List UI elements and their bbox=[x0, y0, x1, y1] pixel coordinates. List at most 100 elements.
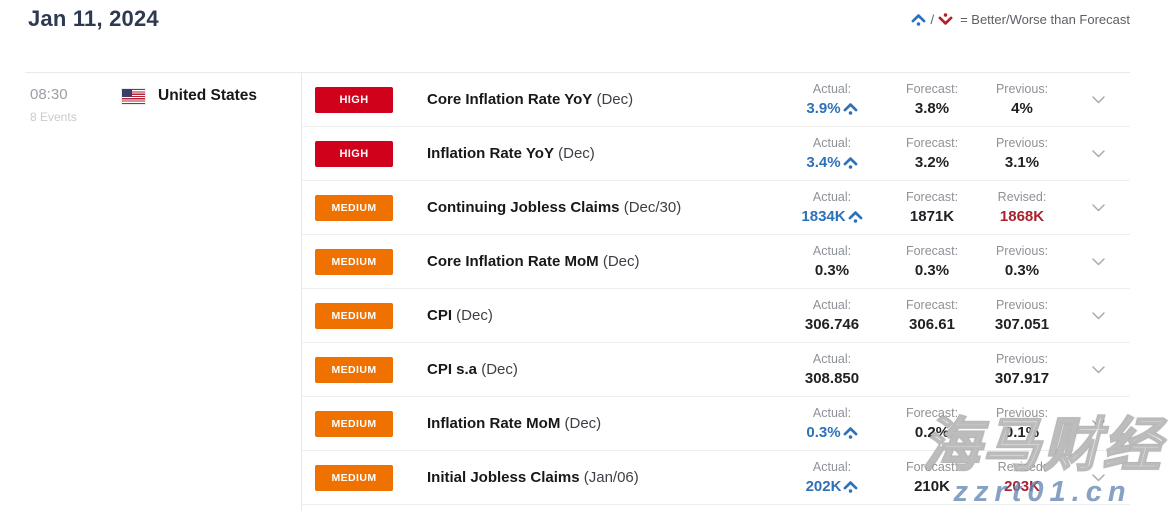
forecast-label bbox=[887, 352, 977, 366]
previous-value: 0.1% bbox=[1004, 423, 1040, 441]
forecast-value-cell: Forecast: 3.8% bbox=[887, 82, 977, 117]
better-than-forecast-icon bbox=[843, 426, 858, 439]
legend-text: = Better/Worse than Forecast bbox=[960, 12, 1130, 27]
actual-value-cell: Actual: 3.9% bbox=[777, 82, 887, 117]
forecast-value-cell: Forecast: 3.2% bbox=[887, 136, 977, 171]
previous-label: Previous: bbox=[995, 244, 1049, 258]
event-period: (Dec) bbox=[598, 253, 640, 270]
forecast-value: 1871K bbox=[909, 207, 955, 225]
forecast-label: Forecast: bbox=[905, 460, 959, 474]
previous-label: Previous: bbox=[995, 352, 1049, 366]
legend: / = Better/Worse than Forecast bbox=[911, 12, 1130, 27]
event-row[interactable]: HIGH Inflation Rate YoY (Dec) Actual: 3.4% F… bbox=[302, 127, 1130, 181]
actual-value-cell: Actual: 306.746 bbox=[777, 298, 887, 333]
event-row[interactable]: MEDIUM Continuing Jobless Claims (Dec/30)… bbox=[302, 181, 1130, 235]
impact-badge: MEDIUM bbox=[315, 248, 393, 275]
forecast-value-cell: Forecast: 0.2% bbox=[887, 406, 977, 441]
actual-value-cell: Actual: 0.3% bbox=[777, 406, 887, 441]
previous-value-cell: Revised: 203K bbox=[977, 460, 1067, 495]
chevron-down-icon[interactable] bbox=[1067, 311, 1130, 320]
event-name[interactable]: Inflation Rate MoM (Dec) bbox=[427, 415, 777, 432]
country[interactable]: United States bbox=[122, 87, 257, 105]
impact-badge: MEDIUM bbox=[315, 356, 393, 383]
event-row[interactable]: MEDIUM Core Inflation Rate MoM (Dec) Actua… bbox=[302, 235, 1130, 289]
event-period: (Dec) bbox=[477, 361, 518, 378]
forecast-value-cell bbox=[887, 352, 977, 387]
chevron-down-icon[interactable] bbox=[1067, 95, 1130, 104]
impact-badge: MEDIUM bbox=[315, 464, 393, 491]
previous-label: Revised: bbox=[997, 460, 1047, 474]
actual-label: Actual: bbox=[812, 406, 852, 420]
forecast-value: 3.8% bbox=[914, 99, 950, 117]
forecast-value: 0.2% bbox=[914, 423, 950, 441]
event-name[interactable]: Initial Jobless Claims (Jan/06) bbox=[427, 469, 777, 486]
previous-value-cell: Previous: 307.917 bbox=[977, 352, 1067, 387]
actual-label: Actual: bbox=[812, 460, 852, 474]
actual-value: 0.3% bbox=[814, 261, 850, 279]
economic-calendar-table: 08:30 8 Events United States HIGH Core In… bbox=[25, 72, 1130, 511]
actual-value: 308.850 bbox=[804, 369, 860, 387]
forecast-label: Forecast: bbox=[905, 298, 959, 312]
previous-value-cell: Revised: 1868K bbox=[977, 190, 1067, 225]
event-row[interactable]: MEDIUM CPI s.a (Dec) Actual: 308.850 Previou… bbox=[302, 343, 1130, 397]
event-title: Core Inflation Rate MoM bbox=[427, 253, 599, 270]
actual-label: Actual: bbox=[812, 82, 852, 96]
event-title: Initial Jobless Claims bbox=[427, 469, 580, 486]
impact-badge: MEDIUM bbox=[315, 410, 393, 437]
time-country-cell: 08:30 8 Events United States bbox=[25, 73, 302, 511]
impact-badge: MEDIUM bbox=[315, 194, 393, 221]
previous-value: 3.1% bbox=[1004, 153, 1040, 171]
actual-label: Actual: bbox=[812, 298, 852, 312]
previous-label: Revised: bbox=[997, 190, 1047, 204]
previous-value-cell: Previous: 3.1% bbox=[977, 136, 1067, 171]
forecast-value-cell: Forecast: 210K bbox=[887, 460, 977, 495]
better-than-forecast-icon bbox=[843, 102, 858, 115]
actual-value: 0.3% bbox=[777, 423, 887, 441]
event-time: 08:30 bbox=[30, 86, 68, 103]
chevron-down-icon[interactable] bbox=[1067, 149, 1130, 158]
previous-value: 1868K bbox=[999, 207, 1045, 225]
event-period: (Dec) bbox=[592, 91, 634, 108]
event-name[interactable]: CPI (Dec) bbox=[427, 307, 777, 324]
impact-badge: HIGH bbox=[315, 140, 393, 167]
event-row[interactable]: MEDIUM Inflation Rate MoM (Dec) Actual: 0.3… bbox=[302, 397, 1130, 451]
chevron-down-icon[interactable] bbox=[1067, 203, 1130, 212]
event-period: (Dec) bbox=[560, 415, 602, 432]
event-period: (Jan/06) bbox=[579, 469, 639, 486]
actual-value-cell: Actual: 1834K bbox=[777, 190, 887, 225]
chevron-down-icon[interactable] bbox=[1067, 365, 1130, 374]
event-title: CPI s.a bbox=[427, 361, 478, 378]
forecast-value: 3.2% bbox=[914, 153, 950, 171]
event-name[interactable]: Inflation Rate YoY (Dec) bbox=[427, 145, 777, 162]
event-name[interactable]: Continuing Jobless Claims (Dec/30) bbox=[427, 199, 777, 216]
chevron-down-icon[interactable] bbox=[1067, 473, 1130, 482]
better-than-forecast-icon bbox=[848, 210, 863, 223]
event-name[interactable]: Core Inflation Rate YoY (Dec) bbox=[427, 91, 777, 108]
forecast-value: 0.3% bbox=[914, 261, 950, 279]
actual-value: 1834K bbox=[777, 207, 887, 225]
previous-value-cell: Previous: 0.3% bbox=[977, 244, 1067, 279]
event-row[interactable]: MEDIUM CPI (Dec) Actual: 306.746 Forecast: 30… bbox=[302, 289, 1130, 343]
actual-value-cell: Actual: 308.850 bbox=[777, 352, 887, 387]
actual-value-cell: Actual: 202K bbox=[777, 460, 887, 495]
previous-value-cell: Previous: 0.1% bbox=[977, 406, 1067, 441]
event-name[interactable]: Core Inflation Rate MoM (Dec) bbox=[427, 253, 777, 270]
forecast-label: Forecast: bbox=[905, 190, 959, 204]
forecast-label: Forecast: bbox=[905, 406, 959, 420]
event-row[interactable]: MEDIUM Initial Jobless Claims (Jan/06) Act… bbox=[302, 451, 1130, 505]
event-name[interactable]: CPI s.a (Dec) bbox=[427, 361, 777, 378]
forecast-label: Forecast: bbox=[905, 82, 959, 96]
forecast-value-cell: Forecast: 0.3% bbox=[887, 244, 977, 279]
actual-value-cell: Actual: 3.4% bbox=[777, 136, 887, 171]
events-count: 8 Events bbox=[30, 110, 77, 124]
forecast-value-cell: Forecast: 1871K bbox=[887, 190, 977, 225]
previous-label: Previous: bbox=[995, 298, 1049, 312]
previous-value: 4% bbox=[1011, 99, 1033, 117]
previous-label: Previous: bbox=[995, 82, 1049, 96]
chevron-down-icon[interactable] bbox=[1067, 419, 1130, 428]
event-period: (Dec) bbox=[553, 145, 595, 162]
event-title: Inflation Rate YoY bbox=[427, 145, 554, 162]
event-row[interactable]: HIGH Core Inflation Rate YoY (Dec) Actual:… bbox=[302, 73, 1130, 127]
chevron-down-icon[interactable] bbox=[1067, 257, 1130, 266]
impact-badge: HIGH bbox=[315, 86, 393, 113]
